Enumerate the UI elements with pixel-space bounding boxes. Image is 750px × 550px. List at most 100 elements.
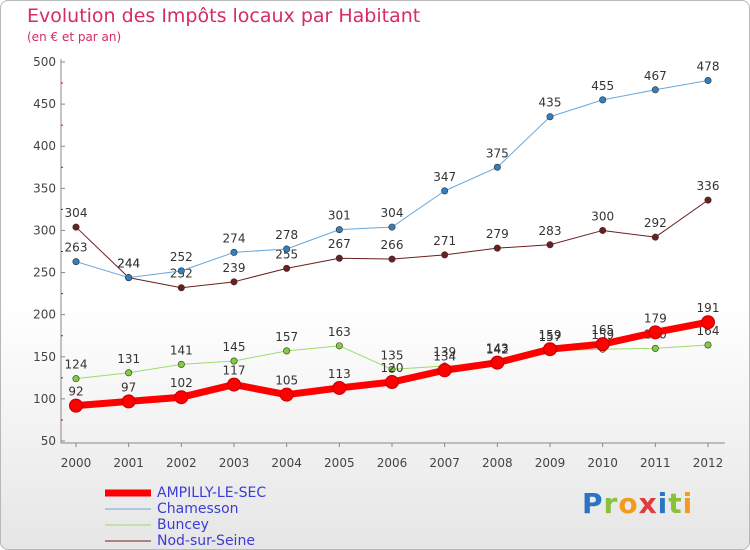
data-label-chamesson: 478 [697,60,720,74]
data-point-ampilly-le-sec [385,375,399,390]
data-point-chamesson [125,274,133,282]
y-tick-label: 500 [33,55,56,69]
legend-item-buncey: Buncey [105,517,266,533]
data-label-nod-sur-seine: 244 [117,257,140,271]
data-point-ampilly-le-sec [174,390,189,405]
data-point-nod-sur-seine [335,254,343,262]
x-tick-label: 2008 [482,456,513,470]
data-label-ampilly-le-sec: 143 [486,342,509,356]
data-label-buncey: 131 [117,352,140,366]
data-point-nod-sur-seine [177,284,185,292]
y-tick-label: 300 [33,223,56,237]
x-tick-label: 2004 [271,456,302,470]
data-label-nod-sur-seine: 283 [539,224,562,238]
legend-swatch-nod-sur-seine [105,540,151,542]
data-label-nod-sur-seine: 239 [223,261,246,275]
data-point-nod-sur-seine [599,226,607,234]
data-label-ampilly-le-sec: 117 [223,364,246,378]
data-point-ampilly-le-sec [543,342,557,357]
legend-swatch-buncey [105,524,151,526]
data-point-ampilly-le-sec [490,355,505,370]
y-tick-label: 450 [33,97,56,111]
data-label-ampilly-le-sec: 105 [275,374,298,388]
data-point-chamesson [335,226,343,234]
data-point-ampilly-le-sec [121,394,136,409]
data-point-ampilly-le-sec [701,315,715,330]
data-label-nod-sur-seine: 300 [591,209,614,223]
data-point-chamesson [283,245,291,253]
data-point-chamesson [546,113,554,121]
y-tick-label: 200 [33,308,56,322]
data-label-nod-sur-seine: 271 [433,234,456,248]
y-tick-label: 350 [33,181,56,195]
data-point-ampilly-le-sec [69,398,83,413]
legend-label-ampilly: AMPILLY-LE-SEC [157,485,267,501]
data-point-buncey [230,357,238,365]
data-label-chamesson: 263 [65,241,88,255]
data-point-nod-sur-seine [230,278,238,286]
legend-label-buncey: Buncey [157,517,209,533]
data-label-ampilly-le-sec: 159 [539,328,562,342]
data-label-buncey: 163 [328,325,351,339]
data-point-nod-sur-seine [546,241,554,249]
data-point-chamesson [599,96,607,104]
data-point-nod-sur-seine [388,255,396,263]
y-tick-label: 50 [41,434,56,448]
data-label-chamesson: 304 [381,206,404,220]
data-point-chamesson [72,258,80,266]
data-point-chamesson [230,248,238,256]
data-label-chamesson: 455 [591,79,614,93]
data-label-nod-sur-seine: 304 [65,206,88,220]
legend-item-nod-sur-seine: Nod-sur-Seine [105,533,266,549]
data-label-ampilly-le-sec: 179 [644,311,667,325]
data-point-chamesson [651,86,659,94]
legend-swatch-ampilly [105,489,151,497]
data-point-ampilly-le-sec [332,380,347,395]
data-point-nod-sur-seine [283,264,291,272]
chart-title: Evolution des Impôts locaux par Habitant [27,5,421,27]
data-point-ampilly-le-sec [227,377,241,392]
data-label-buncey: 157 [275,330,298,344]
y-tick-label: 100 [33,392,56,406]
data-label-ampilly-le-sec: 165 [591,323,614,337]
data-point-buncey [177,360,185,368]
data-point-ampilly-le-sec [648,325,663,340]
data-label-buncey: 145 [223,340,246,354]
legend-item-chamesson: Chamesson [105,501,266,517]
y-tick-label: 400 [33,139,56,153]
x-tick-label: 2002 [166,456,197,470]
data-point-nod-sur-seine [72,223,80,231]
data-label-ampilly-le-sec: 113 [328,367,351,381]
data-label-chamesson: 467 [644,69,667,83]
legend-label-chamesson: Chamesson [157,501,239,517]
data-point-nod-sur-seine [704,196,712,204]
data-label-chamesson: 244 [117,257,140,271]
data-label-nod-sur-seine: 279 [486,227,509,241]
data-label-nod-sur-seine: 255 [275,247,298,261]
y-tick-label: 150 [33,350,56,364]
x-tick-label: 2005 [324,456,355,470]
data-label-chamesson: 278 [275,228,298,242]
x-tick-label: 2009 [535,456,566,470]
data-label-buncey: 164 [697,324,720,338]
data-label-buncey: 142 [486,343,509,357]
data-point-buncey [335,342,343,350]
data-label-chamesson: 375 [486,146,509,160]
data-point-buncey [651,344,659,352]
x-tick-label: 2000 [61,456,92,470]
data-label-chamesson: 435 [539,96,562,110]
x-tick-label: 2012 [693,456,724,470]
data-label-ampilly-le-sec: 191 [697,301,720,315]
data-point-buncey [283,347,291,355]
data-label-ampilly-le-sec: 120 [381,361,404,375]
proxiti-logo: Proxiti [582,487,694,520]
data-point-chamesson [177,267,185,275]
data-point-chamesson [441,187,449,195]
data-label-chamesson: 301 [328,209,351,223]
data-label-buncey: 124 [65,358,88,372]
data-label-chamesson: 347 [433,170,456,184]
x-tick-label: 2001 [113,456,144,470]
legend-item-ampilly: AMPILLY-LE-SEC [105,485,266,501]
data-point-nod-sur-seine [441,251,449,259]
